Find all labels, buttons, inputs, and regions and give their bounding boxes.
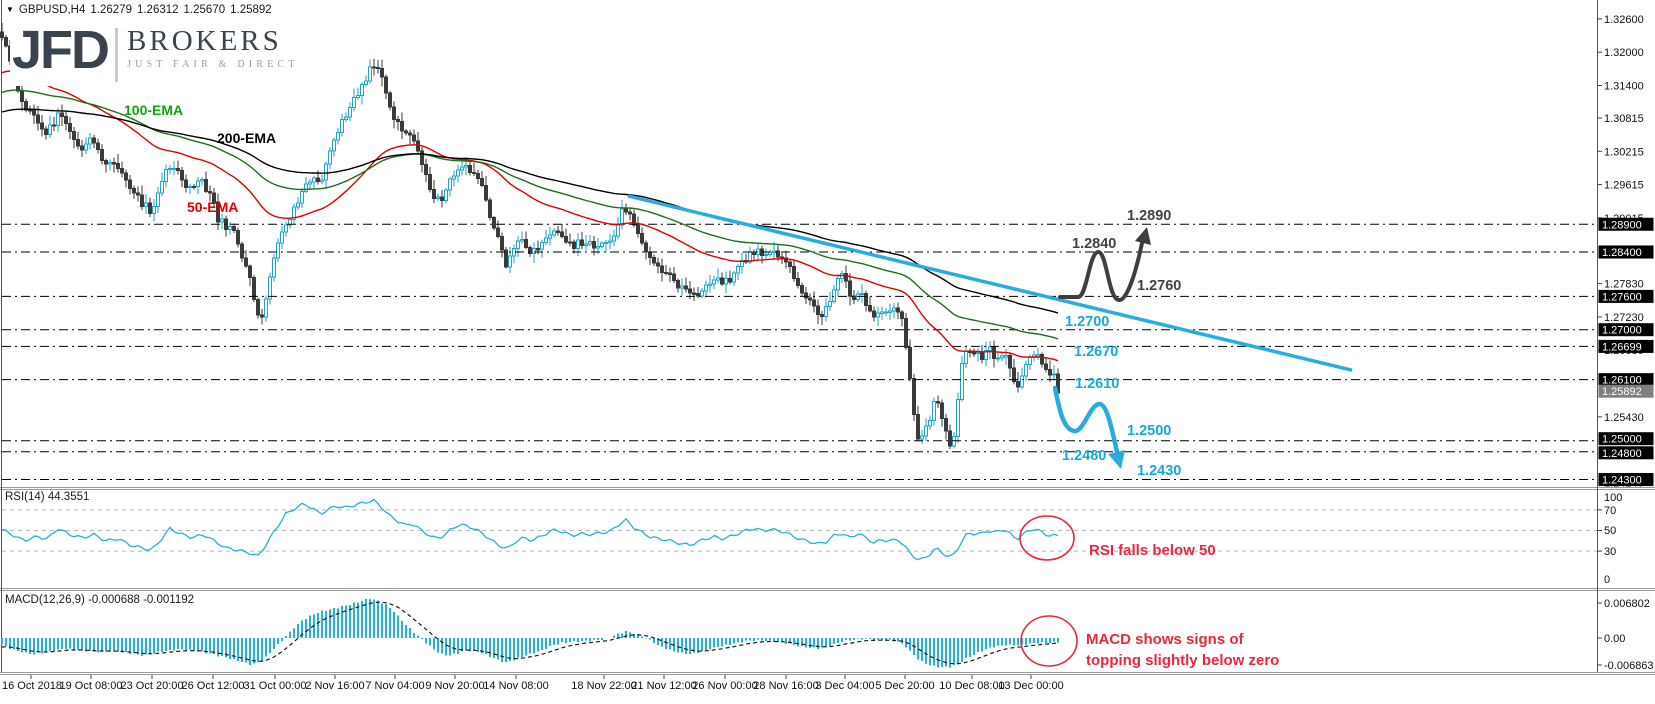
price-level-badge: 1.24300 [1602,475,1642,487]
date-axis-label: 3 Dec 04:00 [815,680,874,692]
rsi-axis-label: 70 [1604,505,1616,517]
ema200-label: 200-EMA [217,130,277,146]
broker-logo: JFD BROKERS JUST FAIR & DIRECT [10,23,309,86]
price-level-badge: 1.26100 [1602,375,1642,387]
logo-brokers-text: BROKERS [127,25,282,57]
bear-level-1-2500: 1.2500 [1127,423,1172,439]
price-axis-label: 1.32600 [1604,14,1644,26]
date-axis-label: 9 Nov 20:00 [425,680,484,692]
macd-indicator-label: MACD(12,26,9) -0.000688 -0.001192 [5,594,195,606]
price-level-badge: 1.28400 [1602,247,1642,259]
macd-annotation-text: MACD shows signs of topping slightly bel… [1086,629,1279,671]
bear-level-1-2700: 1.2700 [1065,314,1110,330]
ema-lines [1,70,1059,362]
price-axis[interactable]: 1.32600 1.32000 1.31400 1.30815 1.30215 1.296… [1597,14,1654,490]
price-axis-label: 1.30815 [1604,113,1644,125]
macd-axis: 0.006802 0.00 -0.006863 [1597,598,1654,672]
rsi-axis-label: 30 [1604,546,1616,558]
bear-level-1-2480: 1.2480 [1062,448,1107,464]
price-level-badge: 1.26699 [1602,341,1642,353]
date-axis-label: 31 Oct 00:00 [244,680,307,692]
date-axis-label: 16 Oct 2018 [2,680,62,692]
trendline[interactable] [627,194,1353,372]
logo-divider [115,28,119,82]
date-axis-label: 13 Dec 00:00 [998,680,1063,692]
price-level-badge: 1.25000 [1602,434,1642,446]
macd-axis-label: 0.00 [1604,633,1625,645]
ohlc-high: 1.26312 [136,4,179,16]
price-axis-label: 1.27230 [1604,312,1644,324]
macd-axis-label: 0.006802 [1604,598,1650,610]
price-level-badge: 1.27000 [1602,325,1642,337]
macd-signal-line [1,601,1059,665]
price-axis-label: 1.25430 [1604,412,1644,424]
rsi-axis-label: 100 [1604,492,1622,504]
price-level-badge: 1.28900 [1602,219,1642,231]
price-axis-label: 1.30215 [1604,146,1644,158]
macd-panel [1,599,1078,668]
price-axis-label: 1.27830 [1604,279,1644,291]
rsi-axis-label: 50 [1604,525,1616,537]
date-axis-label: 7 Nov 04:00 [365,680,424,692]
chevron-down-icon[interactable]: ▼ [6,5,14,14]
price-level-badge: 1.25892 [1602,386,1642,398]
macd-highlight-circle [1020,615,1078,667]
date-axis-label: 28 Nov 16:00 [753,680,818,692]
bullish-arrowhead-icon [1135,227,1151,245]
bull-target-1-2760: 1.2760 [1137,278,1182,294]
descending-trendline[interactable] [627,194,1353,372]
bearish-projection-arrow [1052,385,1120,455]
ohlc-open: 1.26279 [90,4,132,16]
bull-target-1-2840: 1.2840 [1072,236,1117,252]
rsi-panel [1,498,1597,561]
bear-level-1-2610: 1.2610 [1075,376,1120,392]
price-axis-label: 1.31400 [1604,81,1644,93]
date-axis-label: 23 Oct 20:00 [121,680,184,692]
rsi-annotation-text: RSI falls below 50 [1089,542,1216,559]
ohlc-low: 1.25670 [183,4,226,16]
price-axis-label: 1.32000 [1604,47,1644,59]
bear-level-1-2430: 1.2430 [1137,463,1182,479]
date-axis-label: 2 Nov 16:00 [305,680,364,692]
macd-annotation-line2: topping slightly below zero [1086,652,1280,669]
rsi-line [1,498,1059,561]
bull-target-1-2890: 1.2890 [1127,208,1172,224]
ema100-label: 100-EMA [124,102,184,118]
macd-annotation-line1: MACD shows signs of [1086,631,1244,648]
bearish-arrowhead-icon [1108,450,1125,469]
price-level-badge: 1.24800 [1602,448,1642,460]
ema200-line [1,108,1059,314]
date-axis-label: 26 Oct 12:00 [182,680,245,692]
ema50-line [1,70,1059,362]
price-axis-label: 1.29615 [1604,180,1644,192]
projection-arrows [1052,227,1151,469]
symbol-info: ▼ GBPUSD,H4 1.26279 1.26312 1.25670 1.25892 [6,4,272,16]
symbol-label: GBPUSD,H4 [18,4,86,16]
bullish-projection-arrow [1058,241,1144,302]
date-axis-label: 19 Oct 08:00 [60,680,123,692]
ohlc-close: 1.25892 [230,4,272,16]
date-axis-label: 26 Nov 00:00 [692,680,757,692]
date-axis-label: 5 Dec 20:00 [875,680,934,692]
date-axis-label: 10 Dec 08:00 [939,680,1004,692]
logo-tagline: JUST FAIR & DIRECT [127,59,299,70]
rsi-indicator-label: RSI(14) 44.3551 [5,491,90,503]
date-axis-label: 14 Nov 08:00 [483,680,548,692]
logo-jfd-text: JFD [12,20,110,80]
price-level-badge: 1.27600 [1602,291,1642,303]
macd-axis-label: -0.006863 [1604,660,1654,672]
bear-level-1-2670: 1.2670 [1074,344,1119,360]
rsi-highlight-circle [1019,515,1075,561]
ema50-label: 50-EMA [187,199,239,215]
date-axis-label: 21 Nov 12:00 [631,680,696,692]
date-axis-label: 18 Nov 22:00 [571,680,636,692]
rsi-axis-label: 0 [1604,574,1610,586]
ema100-line [1,89,1059,340]
